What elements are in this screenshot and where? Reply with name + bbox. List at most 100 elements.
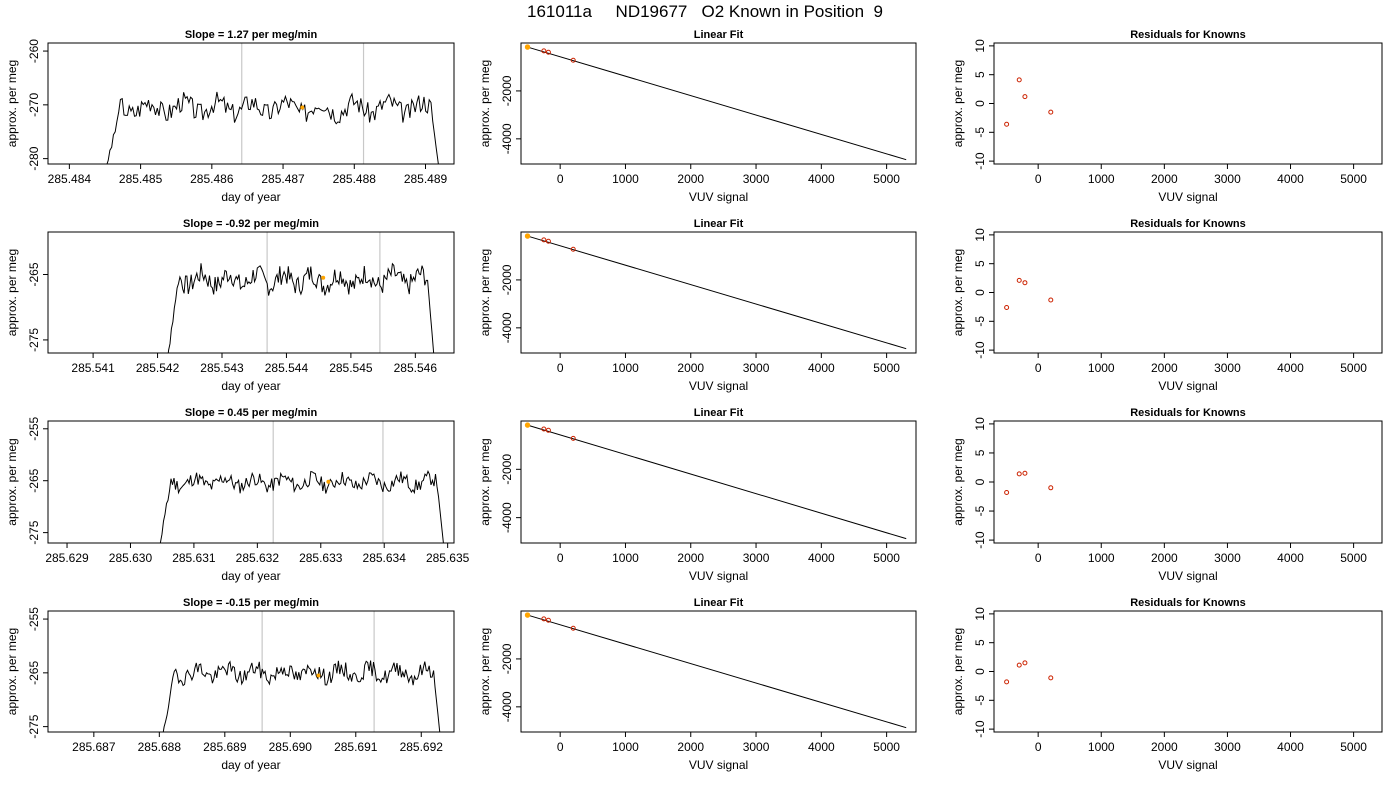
x-tick-label: 5000 <box>873 172 900 186</box>
residual-point <box>1022 280 1028 286</box>
plot-area <box>1004 277 1054 310</box>
y-axis-label: approx. per meg <box>951 628 965 715</box>
x-axis-label: VUV signal <box>1158 379 1217 393</box>
x-tick-label: 2000 <box>1151 172 1178 186</box>
known-point <box>545 427 551 433</box>
x-tick-label: 285.544 <box>265 361 309 375</box>
x-tick-label: 1000 <box>612 361 639 375</box>
plot-frame <box>993 420 1383 544</box>
panel-title: Linear Fit <box>694 218 744 230</box>
x-tick-label: 285.543 <box>200 361 244 375</box>
y-axis-label: approx. per meg <box>951 438 965 525</box>
residual-point <box>1022 470 1028 476</box>
plot-area <box>1004 470 1054 495</box>
x-tick-label: 5000 <box>1340 740 1367 754</box>
x-tick-label: 2000 <box>1151 740 1178 754</box>
x-tick-label: 285.690 <box>269 740 313 754</box>
x-axis-label: day of year <box>221 758 280 772</box>
y-tick-label: -2000 <box>500 75 514 106</box>
residual-point <box>1048 109 1054 115</box>
trace-line <box>106 91 439 164</box>
x-tick-label: 3000 <box>1214 551 1241 565</box>
x-tick-label: 0 <box>1035 740 1042 754</box>
y-tick-label: -2000 <box>500 643 514 674</box>
y-tick-label: -2000 <box>500 264 514 295</box>
x-tick-label: 3000 <box>743 361 770 375</box>
x-tick-label: 0 <box>1035 172 1042 186</box>
x-tick-label: 5000 <box>873 551 900 565</box>
panel-title: Residuals for Knowns <box>1130 407 1246 419</box>
y-tick-label: -260 <box>27 39 41 63</box>
known-point <box>570 435 576 441</box>
panel-title: Residuals for Knowns <box>1130 29 1246 41</box>
y-axis-label: approx. per meg <box>478 60 492 147</box>
residual-point <box>1016 277 1022 283</box>
y-tick-label: -4000 <box>500 691 514 722</box>
plot-frame <box>993 610 1383 733</box>
plot-area <box>524 612 907 729</box>
y-tick-label: -10 <box>973 341 987 359</box>
fit-line <box>527 424 907 540</box>
x-tick-label: 2000 <box>1151 361 1178 375</box>
trace-line <box>159 469 444 543</box>
y-tick-label: -275 <box>27 520 41 544</box>
fit-4-panel: Linear Fit 0 1000 2000 3000 4000 5000 -2000 -400… <box>478 597 917 772</box>
y-tick-label: 10 <box>973 228 987 242</box>
x-tick-label: 4000 <box>808 740 835 754</box>
x-tick-label: 0 <box>1035 551 1042 565</box>
x-tick-label: 3000 <box>743 740 770 754</box>
y-tick-label: 10 <box>973 39 987 53</box>
residual-point <box>1004 489 1010 495</box>
y-tick-label: -255 <box>27 416 41 440</box>
x-tick-label: 285.545 <box>329 361 373 375</box>
residual-point <box>1016 471 1022 477</box>
y-axis-label: approx. per meg <box>5 60 19 147</box>
x-tick-label: 1000 <box>1088 551 1115 565</box>
y-tick-label: 0 <box>973 289 987 296</box>
mean-point <box>316 673 321 678</box>
figure-title: 161011a ND19677 O2 Known in Position 9 <box>527 2 883 21</box>
x-tick-label: 3000 <box>1214 172 1241 186</box>
unknown-point <box>524 233 531 239</box>
y-tick-label: -280 <box>27 146 41 170</box>
residuals-1-panel: Residuals for Knowns 0 1000 2000 3000 4000 500… <box>951 29 1383 204</box>
panel-title: Linear Fit <box>694 407 744 419</box>
plot-frame <box>520 610 917 733</box>
residuals-4-panel: Residuals for Knowns 0 1000 2000 3000 4000 500… <box>951 597 1383 772</box>
y-tick-label: -5 <box>973 695 987 706</box>
known-point <box>541 48 547 54</box>
x-tick-label: 5000 <box>1340 551 1367 565</box>
panel-title: Linear Fit <box>694 29 744 41</box>
y-tick-label: 5 <box>973 639 987 646</box>
timeseries-3-panel: Slope = 0.45 per meg/min 285.629 285.630 28… <box>5 407 470 583</box>
timeseries-2-panel: Slope = -0.92 per meg/min 285.541 285.542 2… <box>5 218 455 393</box>
fit-line <box>527 614 907 729</box>
y-axis-label: approx. per meg <box>478 249 492 336</box>
y-tick-label: -270 <box>27 93 41 117</box>
y-axis-label: approx. per meg <box>5 438 19 525</box>
y-axis-label: approx. per meg <box>478 628 492 715</box>
known-point <box>570 57 576 63</box>
x-tick-label: 0 <box>1035 361 1042 375</box>
plot-frame <box>520 42 917 165</box>
x-axis-label: day of year <box>221 569 280 583</box>
fit-3-panel: Linear Fit 0 1000 2000 3000 4000 5000 -2000 -400… <box>478 407 917 583</box>
x-tick-label: 5000 <box>873 361 900 375</box>
x-tick-label: 285.488 <box>333 172 377 186</box>
y-axis-label: approx. per meg <box>5 628 19 715</box>
plot-area <box>524 422 907 540</box>
x-tick-label: 4000 <box>808 172 835 186</box>
known-point <box>541 616 547 622</box>
x-tick-label: 1000 <box>1088 740 1115 754</box>
x-axis-label: VUV signal <box>689 569 748 583</box>
x-tick-label: 285.692 <box>400 740 444 754</box>
plot-area <box>524 44 907 161</box>
y-tick-label: 0 <box>973 668 987 675</box>
panel-title: Slope = -0.15 per meg/min <box>183 597 319 609</box>
residual-point <box>1048 485 1054 491</box>
x-tick-label: 1000 <box>1088 172 1115 186</box>
unknown-point <box>524 44 531 50</box>
x-tick-label: 4000 <box>1277 172 1304 186</box>
plot-area <box>162 611 441 732</box>
